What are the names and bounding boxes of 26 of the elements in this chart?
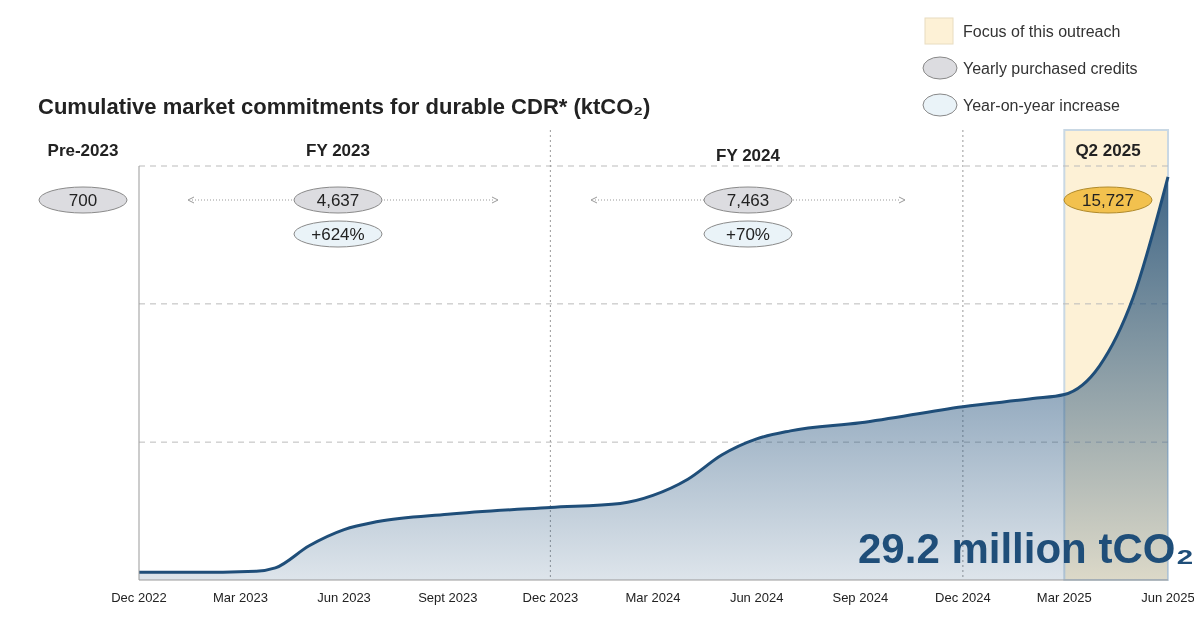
annotation: 7,463 <box>726 191 770 210</box>
x-tick-label: Mar 2024 <box>625 590 681 605</box>
legend-label: Focus of this outreach <box>963 23 1121 40</box>
x-tick-label: Jun 2023 <box>317 590 371 605</box>
x-tick-label: Dec 2023 <box>522 590 579 605</box>
text: FY 2024 <box>716 146 781 165</box>
text: FY 2023 <box>306 141 370 160</box>
x-tick-label: Mar 2025 <box>1036 590 1092 605</box>
annotation: 29.2 million tCO₂ <box>858 525 1195 572</box>
chart-title: Cumulative market commitments for durable CDR* (ktCO₂) <box>38 94 651 119</box>
text: Yearly purchased credits <box>963 60 1138 77</box>
x-tick-label: Dec 2024 <box>935 590 991 605</box>
annotation: +624% <box>311 225 365 244</box>
x-tick-label: Sept 2023 <box>418 590 478 605</box>
text: 700 <box>68 191 98 210</box>
text: Year-on-year increase <box>963 97 1120 114</box>
x-tick-label: Jun 2025 <box>1141 590 1195 605</box>
text: Q2 2025 <box>1075 141 1141 160</box>
text: Pre-2023 <box>47 141 119 160</box>
x-tick-label: Sep 2024 <box>832 590 889 605</box>
annotation: 4,637 <box>316 191 360 210</box>
x-tick-label: Dec 2022 <box>111 590 167 605</box>
x-tick-label: Jun 2024 <box>729 590 784 605</box>
annotation: +70% <box>726 225 770 244</box>
x-tick-label: Mar 2023 <box>212 590 268 605</box>
annotation: 15,727 <box>1082 191 1134 210</box>
